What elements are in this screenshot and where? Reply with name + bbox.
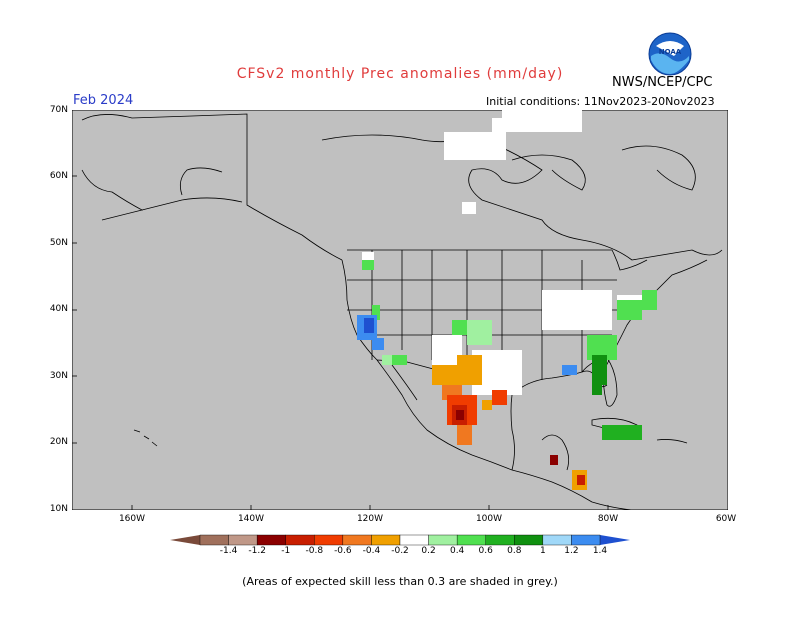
colorbar-label: 0.4 [449,546,465,556]
colorbar-segment [571,534,601,546]
lon-label-100w: 100W [475,514,503,524]
svg-text:NOAA: NOAA [659,48,682,56]
colorbar-segment [256,534,286,546]
agency-label: NWS/NCEP/CPC [612,75,713,90]
colorbar-segment [371,534,401,546]
lon-label-60w: 60W [715,514,737,524]
colorbar-left-arrow [170,535,200,545]
colorbar-label: -1.4 [219,546,238,556]
colorbar-right-arrow [600,535,630,545]
colorbar-label: -1.2 [248,546,266,556]
colorbar-label: 1.4 [592,546,608,556]
colorbar-segment [399,534,429,546]
colorbar-segment [228,534,258,546]
lat-label-20n: 20N [49,437,68,447]
colorbar-segment [342,534,372,546]
skill-note: (Areas of expected skill less than 0.3 a… [242,575,558,588]
positive-anomaly-areas [362,260,657,440]
lon-label-80w: 80W [597,514,619,524]
strong-positive-anomaly-areas [357,315,577,375]
colorbar-segment [456,534,486,546]
colorbar-segment [314,534,344,546]
colorbar-label: -1 [281,546,291,556]
colorbar-label: -0.8 [305,546,324,556]
colorbar-label: 0.8 [507,546,522,556]
initial-conditions-label: Initial conditions: 11Nov2023-20Nov2023 [486,95,715,108]
colorbar-segment [514,534,544,546]
colorbar-label: -0.4 [362,546,381,556]
valid-month-label: Feb 2024 [73,93,134,108]
lat-label-10n: 10N [49,504,68,514]
neutral-anomaly-areas [362,110,642,395]
colorbar-label: 0.2 [421,546,436,556]
lon-label-140w: 140W [237,514,265,524]
colorbar-label: 1.2 [564,546,579,556]
lat-label-40n: 40N [49,304,68,314]
colorbar-label: -0.2 [391,546,409,556]
colorbar-label: 0.6 [478,546,493,556]
lat-label-30n: 30N [49,371,68,381]
graticule-ticks [72,175,609,510]
negative-anomaly-areas [432,355,587,490]
colorbar-segment [542,534,572,546]
colorbar-segment [428,534,458,546]
colorbar-segment [199,534,229,546]
map-title: CFSv2 monthly Prec anomalies (mm/day) [236,66,564,82]
lon-label-120w: 120W [356,514,384,524]
lon-label-160w: 160W [118,514,146,524]
lat-label-70n: 70N [49,105,68,115]
lat-label-50n: 50N [49,238,68,248]
precip-anomaly-map [72,110,728,510]
colorbar [170,534,630,546]
colorbar-segment [285,534,315,546]
colorbar-label: -0.6 [334,546,352,556]
lat-label-60n: 60N [49,171,68,181]
colorbar-label: 1 [539,546,546,556]
colorbar-segment [485,534,515,546]
noaa-logo-icon: NOAA [648,32,692,76]
